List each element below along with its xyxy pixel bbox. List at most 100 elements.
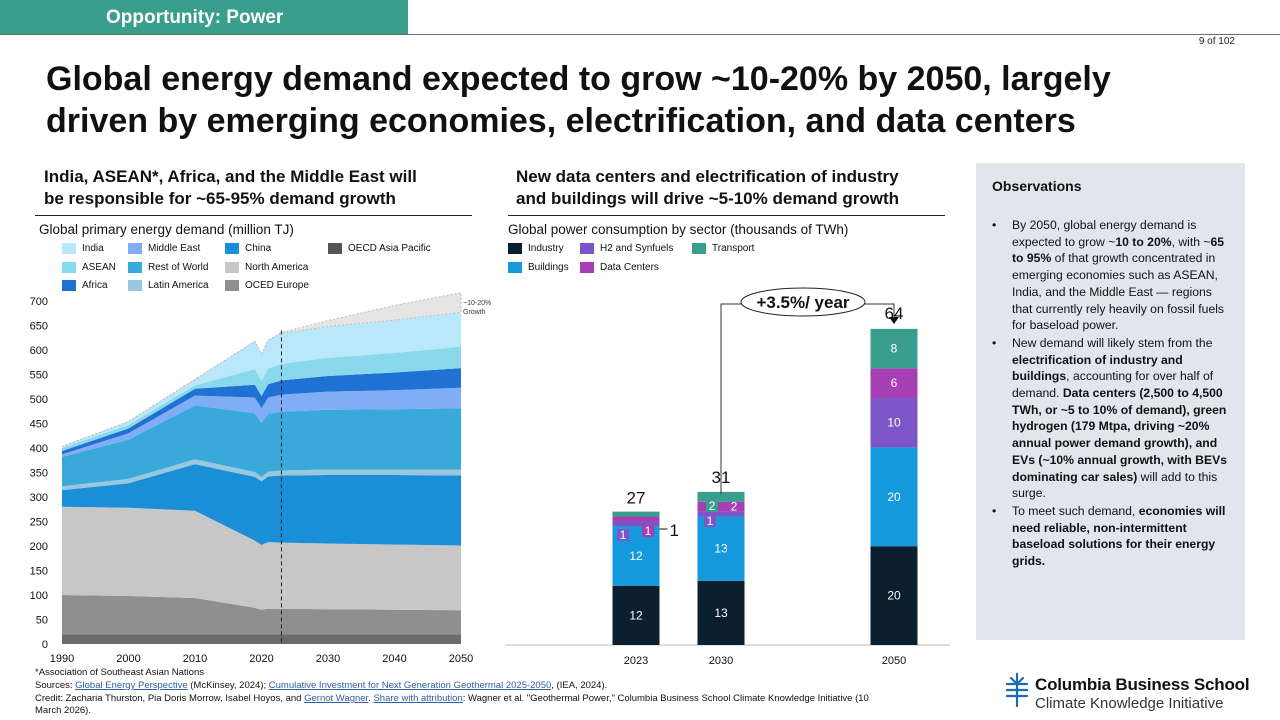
bar-segment-transport bbox=[697, 491, 745, 502]
section-tag: Opportunity: Power bbox=[0, 0, 408, 34]
legend-item: Latin America bbox=[128, 280, 209, 291]
legend-item: Data Centers bbox=[580, 262, 659, 273]
y-tick-label: 350 bbox=[30, 468, 48, 480]
bar-value-label: 13 bbox=[714, 542, 728, 556]
sources-line: Sources: Global Energy Perspective (McKi… bbox=[35, 680, 607, 692]
source-link-iea[interactable]: Cumulative Investment for Next Generatio… bbox=[268, 680, 552, 691]
page-title: Global energy demand expected to grow ~1… bbox=[46, 58, 1246, 142]
left-subtitle: India, ASEAN*, Africa, and the Middle Ea… bbox=[44, 166, 417, 210]
x-tick-label: 2030 bbox=[316, 653, 340, 665]
area-series-oced-europe bbox=[62, 595, 461, 635]
page-title-line-1: Global energy demand expected to grow ~1… bbox=[46, 60, 1111, 98]
x-tick-label: 2050 bbox=[449, 653, 473, 665]
small-value-marker bbox=[617, 529, 629, 541]
legend-label: North America bbox=[245, 262, 309, 273]
x-tick-label: 2050 bbox=[882, 655, 906, 667]
bar-value-label: 20 bbox=[887, 589, 901, 603]
legend-item: OCED Europe bbox=[225, 280, 309, 291]
legend-label: Latin America bbox=[148, 280, 209, 291]
area-series-rest-of-world bbox=[62, 405, 461, 487]
legend-swatch bbox=[128, 262, 142, 273]
left-subtitle-line-1: India, ASEAN*, Africa, and the Middle Ea… bbox=[44, 167, 417, 186]
bar-total-label: 27 bbox=[627, 489, 646, 508]
y-tick-label: 700 bbox=[30, 296, 48, 308]
legend-swatch bbox=[508, 262, 522, 273]
growth-connector bbox=[720, 303, 745, 494]
legend-label: Middle East bbox=[148, 243, 201, 254]
source-1-suffix: (McKinsey, 2024); bbox=[187, 680, 269, 691]
legend-swatch bbox=[128, 280, 142, 291]
left-subtitle-line-2: be responsible for ~65-95% demand growth bbox=[44, 189, 396, 208]
growth-connector bbox=[861, 303, 895, 318]
author-link[interactable]: Gernot Wagner bbox=[304, 693, 369, 704]
legend-item: H2 and Synfuels bbox=[580, 243, 673, 254]
credit-line-2: March 2026). bbox=[35, 705, 91, 716]
area-series-middle-east bbox=[62, 387, 461, 457]
bar-value-label: 20 bbox=[887, 490, 901, 504]
legend-label: India bbox=[82, 243, 104, 254]
bar-segment-data-centers bbox=[612, 516, 660, 522]
bar-value-label: 1 bbox=[707, 514, 714, 528]
y-tick-label: 600 bbox=[30, 345, 48, 357]
y-tick-label: 550 bbox=[30, 370, 48, 382]
y-tick-label: 0 bbox=[42, 639, 48, 651]
page-number: 9 of 102 bbox=[1198, 36, 1235, 47]
small-value-marker bbox=[642, 525, 654, 537]
observation-item: By 2050, global energy demand is expecte… bbox=[992, 217, 1231, 334]
x-tick-label: 2020 bbox=[249, 653, 273, 665]
columbia-logo[interactable]: Columbia Business School Climate Knowled… bbox=[1004, 672, 1264, 716]
bar-segment-industry bbox=[612, 585, 660, 645]
legend-item: Industry bbox=[508, 243, 564, 254]
observation-item: To meet such demand, economies will need… bbox=[992, 503, 1231, 570]
y-tick-label: 100 bbox=[30, 590, 48, 602]
observations-panel: Observations By 2050, global energy dema… bbox=[976, 163, 1245, 640]
source-2-suffix: , (IEA, 2024). bbox=[551, 680, 608, 691]
page-title-line-2: driven by emerging economies, electrific… bbox=[46, 102, 1076, 140]
x-tick-label: 1990 bbox=[50, 653, 74, 665]
y-tick-label: 300 bbox=[30, 492, 48, 504]
area-series-oecd-asia-pacific bbox=[62, 634, 461, 644]
legend-swatch bbox=[580, 243, 594, 254]
x-tick-label: 2023 bbox=[624, 655, 648, 667]
y-tick-label: 250 bbox=[30, 517, 48, 529]
share-link[interactable]: Share with attribution bbox=[373, 693, 463, 704]
right-subtitle-line-2: and buildings will drive ~5-10% demand g… bbox=[516, 189, 900, 208]
area-chart: 0 50 100 150 200 250 300 350 400 450 500 550 600 650 7… bbox=[30, 292, 491, 665]
legend-swatch bbox=[225, 280, 239, 291]
area-series-north-america bbox=[62, 506, 461, 611]
area-series-india bbox=[62, 312, 461, 448]
legend-swatch bbox=[508, 243, 522, 254]
bar-chart-title: Global power consumption by sector (thou… bbox=[508, 222, 849, 237]
header-divider bbox=[0, 34, 1280, 35]
credit-suffix: : Wagner et al. "Geothermal Power," Colu… bbox=[462, 693, 869, 704]
left-divider bbox=[35, 215, 472, 216]
legend-label: ASEAN bbox=[82, 262, 116, 273]
y-tick-label: 500 bbox=[30, 394, 48, 406]
legend-label: China bbox=[245, 243, 272, 254]
bar-segment-transport bbox=[870, 328, 918, 369]
bar-value-label: 8 bbox=[891, 342, 898, 356]
columbia-crown-icon bbox=[1005, 672, 1029, 708]
y-tick-label: 200 bbox=[30, 541, 48, 553]
footnote: *Association of Southeast Asian Nations bbox=[35, 667, 204, 678]
legend-item: India bbox=[62, 243, 104, 254]
legend-item: ASEAN bbox=[62, 262, 116, 273]
legend-swatch bbox=[225, 243, 239, 254]
small-value-marker bbox=[704, 515, 716, 527]
growth-label: ~10-20% Growth bbox=[463, 300, 491, 316]
source-link-mckinsey[interactable]: Global Energy Perspective bbox=[75, 680, 188, 691]
bar-segment-h2-and-synfuels bbox=[612, 521, 660, 527]
legend-item: North America bbox=[225, 262, 308, 273]
x-tick-label: 2040 bbox=[382, 653, 406, 665]
legend-label: Industry bbox=[528, 243, 564, 254]
legend-label: OCED Europe bbox=[245, 280, 309, 291]
logo-name: Columbia Business School bbox=[1035, 675, 1250, 694]
x-tick-label: 2000 bbox=[116, 653, 140, 665]
area-series-asean bbox=[62, 346, 461, 451]
legend-label: Africa bbox=[82, 280, 108, 291]
bar-segment-industry bbox=[870, 546, 918, 645]
y-tick-label: 450 bbox=[30, 419, 48, 431]
credit-line: Credit: Zacharia Thurston, Pia Doris Mor… bbox=[35, 693, 985, 717]
legend-item: Buildings bbox=[508, 262, 569, 273]
